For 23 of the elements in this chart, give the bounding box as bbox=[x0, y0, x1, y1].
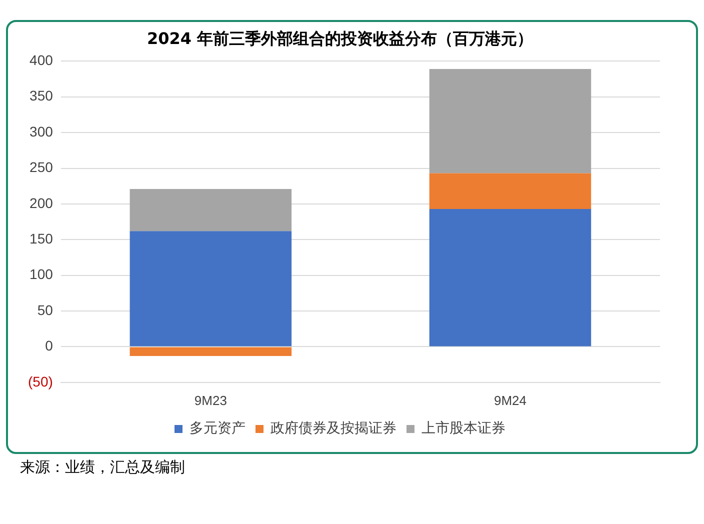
legend-label: 多元资产 bbox=[190, 420, 246, 437]
legend-label: 上市股本证券 bbox=[422, 420, 506, 437]
x-tick-label: 9M24 bbox=[494, 392, 526, 408]
y-tick-label: 350 bbox=[30, 88, 54, 104]
bar bbox=[429, 69, 592, 174]
y-tick-label: 0 bbox=[45, 338, 54, 354]
y-tick-label: 400 bbox=[30, 52, 54, 68]
y-tick-label: 100 bbox=[30, 266, 54, 282]
y-tick-label: 300 bbox=[30, 123, 54, 140]
y-tick-label: 250 bbox=[30, 159, 54, 176]
bar bbox=[130, 188, 292, 232]
chart-title: 2024 年前三季外部组合的投资收益分布（百万港元） bbox=[146, 28, 534, 48]
source-note: 来源：业绩，汇总及编制 bbox=[20, 458, 185, 477]
legend-label: 政府债券及按揭证券 bbox=[270, 420, 396, 437]
bar bbox=[429, 208, 592, 346]
y-tick-label: 50 bbox=[37, 302, 54, 318]
y-tick-label: 150 bbox=[30, 230, 54, 247]
y-tick-label: 200 bbox=[30, 194, 54, 211]
bar bbox=[130, 347, 292, 356]
x-tick-label: 9M23 bbox=[194, 392, 227, 408]
bar bbox=[429, 173, 592, 209]
y-tick-label: (50) bbox=[28, 373, 53, 390]
bar bbox=[130, 231, 292, 346]
